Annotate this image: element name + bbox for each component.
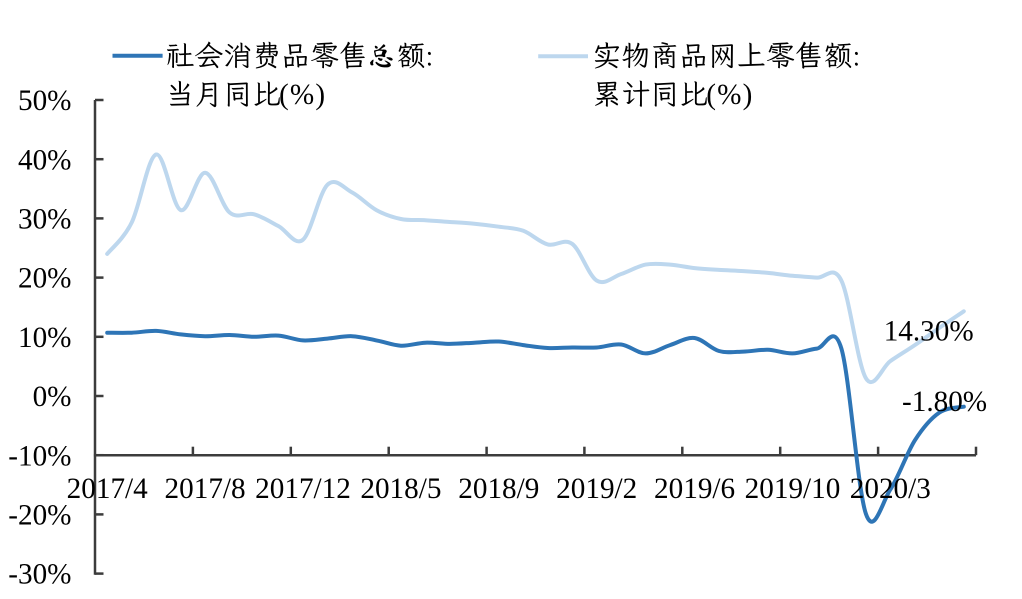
svg-text:(%): (%) <box>706 79 753 111</box>
svg-text:(%): (%) <box>279 79 326 111</box>
svg-text:2018/5: 2018/5 <box>360 473 441 505</box>
svg-text:0%: 0% <box>33 381 72 413</box>
svg-text:2018/9: 2018/9 <box>458 473 539 505</box>
svg-text:10%: 10% <box>18 322 72 354</box>
svg-text:-30%: -30% <box>8 559 71 591</box>
svg-text:2019/10: 2019/10 <box>745 473 841 505</box>
svg-text:30%: 30% <box>18 204 72 236</box>
svg-text:-1.80%: -1.80% <box>902 386 987 418</box>
svg-text:2017/4: 2017/4 <box>67 473 148 505</box>
svg-text:14.30%: 14.30% <box>884 315 974 347</box>
svg-text:20%: 20% <box>18 263 72 295</box>
svg-text:2017/8: 2017/8 <box>165 473 246 505</box>
svg-text:40%: 40% <box>18 144 72 176</box>
svg-text:50%: 50% <box>18 85 72 117</box>
svg-text:2017/12: 2017/12 <box>255 473 351 505</box>
svg-text:2020/3: 2020/3 <box>850 473 931 505</box>
svg-text:2019/6: 2019/6 <box>654 473 735 505</box>
svg-text:2019/2: 2019/2 <box>556 473 637 505</box>
svg-text:-20%: -20% <box>8 500 71 532</box>
svg-text:-10%: -10% <box>8 440 71 472</box>
